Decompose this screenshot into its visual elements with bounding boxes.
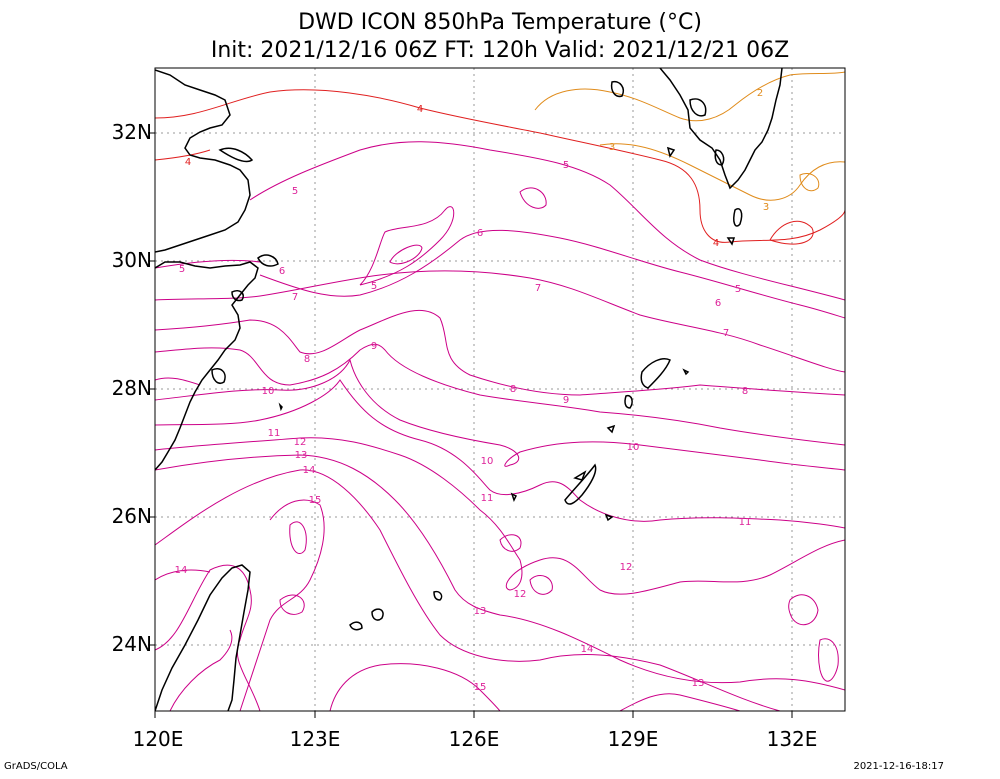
graticule [155, 68, 845, 711]
contour-label: 5 [179, 264, 185, 275]
contour-label: 11 [739, 517, 752, 528]
contour-label: 5 [563, 160, 569, 171]
contour-label: 15 [474, 682, 487, 693]
contour-label: 14 [581, 644, 594, 655]
contour-label: 5 [735, 284, 741, 295]
map-plot-area: 2 3 3 4 4 4 5 5 5 5 5 6 6 6 7 7 7 8 8 8 … [155, 68, 845, 711]
contour-label: 14 [175, 565, 188, 576]
contour-label: 4 [417, 104, 423, 115]
contour-label: 3 [763, 202, 769, 213]
lat-label-32n: 32N [111, 120, 152, 144]
contour-label: 8 [510, 384, 516, 395]
contour-label: 6 [279, 266, 285, 277]
lat-label-28n: 28N [111, 376, 152, 400]
contour-label: 8 [304, 354, 310, 365]
lat-label-26n: 26N [111, 504, 152, 528]
contour-label: 2 [757, 88, 763, 99]
software-credit: GrADS/COLA [4, 761, 68, 772]
axes-frame [148, 67, 846, 718]
contour-label: 6 [477, 228, 483, 239]
contour-label: 13 [295, 450, 308, 461]
contours-cold [534, 71, 845, 201]
lon-label-123e: 123E [289, 727, 341, 751]
lat-label-30n: 30N [111, 248, 152, 272]
contour-label: 15 [309, 495, 322, 506]
contour-label: 4 [713, 238, 719, 249]
lat-label-24n: 24N [111, 632, 152, 656]
contour-label: 6 [715, 298, 721, 309]
lon-label-126e: 126E [448, 727, 500, 751]
generation-timestamp: 2021-12-16-18:17 [853, 761, 944, 772]
contours-warm [155, 141, 845, 711]
coastlines [155, 68, 783, 711]
contour-label: 5 [292, 186, 298, 197]
contour-label: 12 [514, 589, 527, 600]
contour-label: 12 [294, 437, 307, 448]
contour-label: 9 [371, 341, 377, 352]
contour-label: 13 [692, 678, 705, 689]
contour-label: 3 [609, 142, 615, 153]
contour-label: 12 [620, 562, 633, 573]
contour-label: 7 [535, 283, 541, 294]
contour-label: 7 [292, 292, 298, 303]
map-title: DWD ICON 850hPa Temperature (°C) [298, 10, 702, 35]
contour-label: 11 [268, 428, 281, 439]
contour-label: 10 [481, 456, 494, 467]
contour-label: 14 [303, 465, 316, 476]
lon-label-120e: 120E [132, 727, 184, 751]
contour-label: 13 [474, 606, 487, 617]
contour-label: 11 [481, 493, 494, 504]
map-subtitle: Init: 2021/12/16 06Z FT: 120h Valid: 202… [210, 38, 790, 63]
contours-cool [155, 89, 845, 245]
lon-label-129e: 129E [607, 727, 659, 751]
contour-label: 5 [371, 281, 377, 292]
contour-label: 10 [262, 386, 275, 397]
contour-label: 4 [185, 157, 191, 168]
contour-label: 9 [563, 395, 569, 406]
lon-label-132e: 132E [766, 727, 818, 751]
contour-label: 8 [742, 386, 748, 397]
contour-label: 10 [627, 442, 640, 453]
contour-labels: 2 3 3 4 4 4 5 5 5 5 5 6 6 6 7 7 7 8 8 8 … [175, 88, 770, 693]
contour-label: 7 [723, 328, 729, 339]
